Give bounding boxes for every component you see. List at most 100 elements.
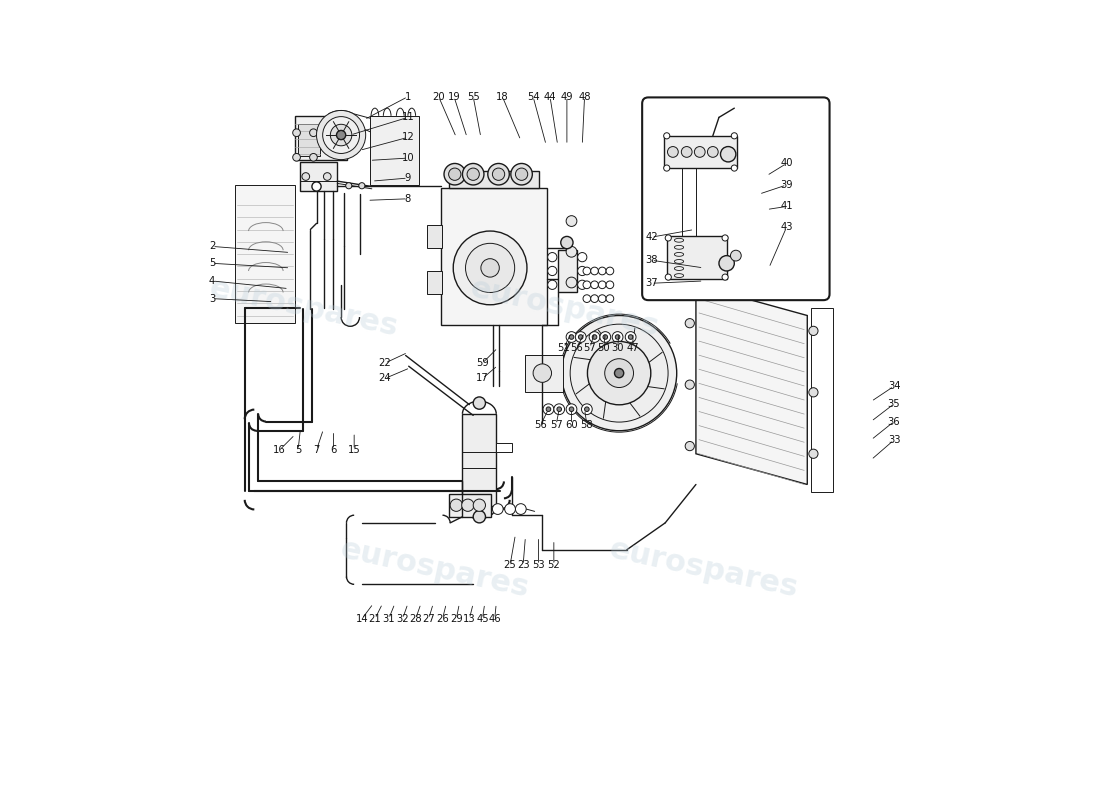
Text: 19: 19 <box>448 92 461 102</box>
Text: 22: 22 <box>378 358 392 368</box>
Circle shape <box>309 154 317 161</box>
Text: 20: 20 <box>432 92 446 102</box>
Text: 24: 24 <box>378 374 392 383</box>
Text: 23: 23 <box>517 560 529 570</box>
Circle shape <box>685 380 694 390</box>
Circle shape <box>473 499 485 511</box>
Text: 41: 41 <box>780 202 793 211</box>
Polygon shape <box>235 185 295 323</box>
Text: 43: 43 <box>780 222 793 232</box>
Text: 5: 5 <box>209 258 216 268</box>
Circle shape <box>322 117 360 154</box>
Text: 39: 39 <box>780 180 793 190</box>
Text: 26: 26 <box>436 614 449 624</box>
Circle shape <box>449 168 461 180</box>
Circle shape <box>720 146 736 162</box>
Text: 27: 27 <box>422 614 435 624</box>
Circle shape <box>481 258 499 277</box>
Bar <box>462 414 496 506</box>
Circle shape <box>493 504 503 514</box>
Circle shape <box>548 253 557 262</box>
Text: 9: 9 <box>405 173 411 183</box>
Circle shape <box>566 404 576 414</box>
Circle shape <box>548 266 557 275</box>
Text: 55: 55 <box>466 92 480 102</box>
Circle shape <box>808 388 818 397</box>
Text: 28: 28 <box>409 614 422 624</box>
Text: 3: 3 <box>209 294 216 304</box>
Text: 45: 45 <box>476 614 488 624</box>
Circle shape <box>600 332 610 342</box>
Text: 6: 6 <box>330 445 337 455</box>
Circle shape <box>359 182 365 189</box>
Circle shape <box>330 124 352 146</box>
Circle shape <box>598 267 606 275</box>
Circle shape <box>487 163 509 185</box>
Circle shape <box>628 334 632 339</box>
Text: 49: 49 <box>561 92 573 102</box>
Text: 52: 52 <box>548 560 560 570</box>
Text: 53: 53 <box>532 560 544 570</box>
Circle shape <box>516 168 528 180</box>
Bar <box>300 162 338 191</box>
Text: 21: 21 <box>368 614 382 624</box>
Circle shape <box>582 404 592 414</box>
Circle shape <box>309 129 317 137</box>
Circle shape <box>534 364 551 382</box>
Circle shape <box>598 294 606 302</box>
Circle shape <box>694 146 705 158</box>
Text: 47: 47 <box>627 342 639 353</box>
Circle shape <box>732 165 737 171</box>
Circle shape <box>450 499 462 511</box>
Text: 8: 8 <box>405 194 411 204</box>
Circle shape <box>584 407 590 411</box>
Text: 15: 15 <box>348 445 361 455</box>
Circle shape <box>663 165 670 171</box>
Text: 7: 7 <box>314 445 320 455</box>
Circle shape <box>578 253 587 262</box>
Circle shape <box>293 154 300 161</box>
Text: 54: 54 <box>527 92 539 102</box>
Text: 4: 4 <box>209 276 216 286</box>
Text: eurospares: eurospares <box>606 534 801 603</box>
Circle shape <box>548 280 557 290</box>
Circle shape <box>666 235 671 241</box>
Circle shape <box>722 235 728 241</box>
Circle shape <box>579 334 583 339</box>
Bar <box>298 123 320 156</box>
Circle shape <box>493 168 505 180</box>
Circle shape <box>732 133 737 139</box>
Text: 51: 51 <box>558 342 570 353</box>
Text: 11: 11 <box>402 112 415 122</box>
Bar <box>525 355 563 392</box>
Circle shape <box>722 274 728 280</box>
Circle shape <box>603 334 607 339</box>
Text: eurospares: eurospares <box>207 274 402 342</box>
Text: 25: 25 <box>504 560 516 570</box>
Text: 59: 59 <box>476 358 488 368</box>
Circle shape <box>473 397 485 410</box>
Circle shape <box>808 326 818 335</box>
Text: 57: 57 <box>550 419 562 430</box>
Circle shape <box>553 404 564 414</box>
Circle shape <box>808 449 818 458</box>
Circle shape <box>606 294 614 302</box>
Circle shape <box>557 407 561 411</box>
Text: eurospares: eurospares <box>469 274 662 342</box>
Text: 42: 42 <box>645 232 658 242</box>
Text: 57: 57 <box>584 342 596 353</box>
Circle shape <box>613 332 623 342</box>
Circle shape <box>317 110 365 160</box>
Bar <box>663 136 737 168</box>
Bar <box>441 188 547 325</box>
Text: 16: 16 <box>273 445 286 455</box>
Circle shape <box>465 243 515 293</box>
Text: 58: 58 <box>581 419 593 430</box>
Circle shape <box>570 324 668 422</box>
Circle shape <box>578 266 587 275</box>
Circle shape <box>625 332 636 342</box>
Text: 50: 50 <box>597 342 611 353</box>
Circle shape <box>730 250 741 261</box>
Text: 35: 35 <box>888 399 901 409</box>
Circle shape <box>293 129 300 137</box>
